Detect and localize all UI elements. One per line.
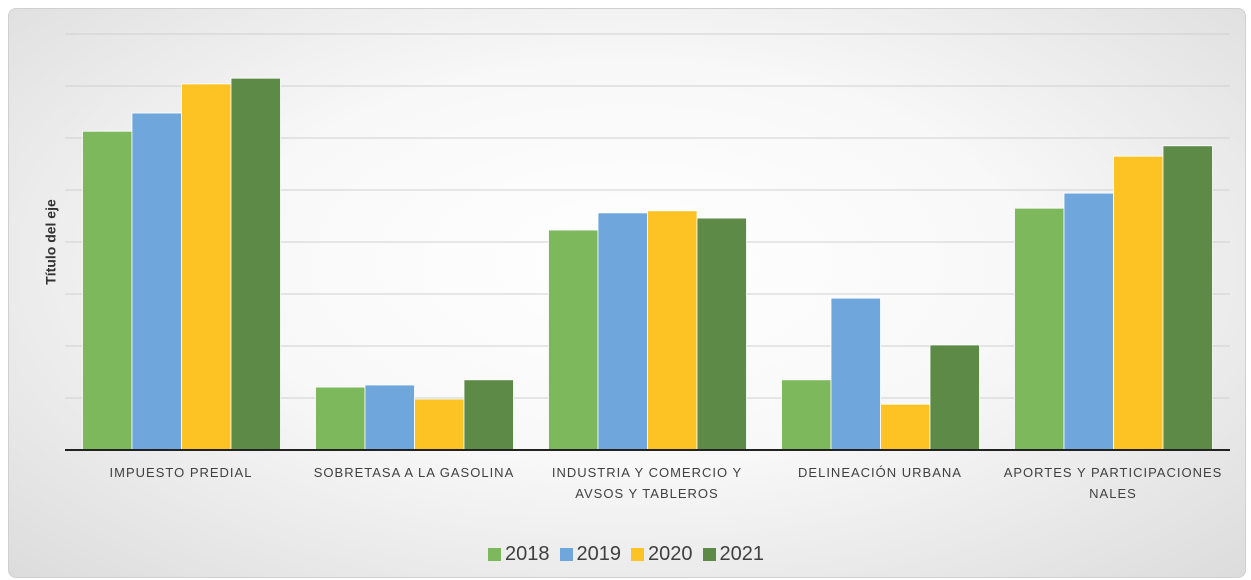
bar <box>230 77 281 451</box>
bar <box>1014 207 1065 451</box>
y-axis-title: Título del eje <box>43 199 59 285</box>
bar <box>647 210 698 451</box>
bar <box>181 83 232 451</box>
legend-item: 2019 <box>559 543 622 566</box>
x-tick-label: IMPUESTO PREDIAL <box>109 465 253 480</box>
legend-label: 2020 <box>648 543 693 565</box>
x-tick-label: INDUSTRIA Y COMERCIO Y AVSOS Y TABLEROS <box>551 465 743 501</box>
bar <box>830 297 881 451</box>
bar <box>597 212 648 451</box>
x-tick-label: SOBRETASA A LA GASOLINA <box>313 465 515 480</box>
legend-swatch <box>631 548 644 561</box>
bar <box>781 379 832 451</box>
bar <box>364 384 415 451</box>
bar <box>1063 192 1114 451</box>
legend-label: 2018 <box>505 543 550 565</box>
bar <box>463 379 514 451</box>
bar <box>548 229 599 451</box>
legend: 2018 2019 2020 2021 <box>488 543 764 566</box>
bar <box>414 398 465 451</box>
legend-item: 2020 <box>631 543 693 566</box>
legend-swatch <box>559 548 573 561</box>
bar <box>929 344 980 451</box>
x-tick-label: DELINEACIÓN URBANA <box>798 465 962 480</box>
bar <box>82 130 133 451</box>
legend-label: 2019 <box>576 543 622 565</box>
legend-item: 2021 <box>702 543 765 566</box>
bar <box>696 217 747 451</box>
bar <box>1113 155 1164 451</box>
bar <box>315 386 366 451</box>
bar <box>131 112 182 451</box>
x-tick-label: APORTES Y PARTICIPACIONES NALES <box>1003 465 1223 501</box>
legend-label: 2021 <box>719 543 765 565</box>
legend-swatch <box>702 548 716 561</box>
legend-item: 2018 <box>488 543 550 566</box>
bar <box>1162 145 1213 451</box>
legend-swatch <box>488 548 501 561</box>
bar <box>880 403 931 451</box>
